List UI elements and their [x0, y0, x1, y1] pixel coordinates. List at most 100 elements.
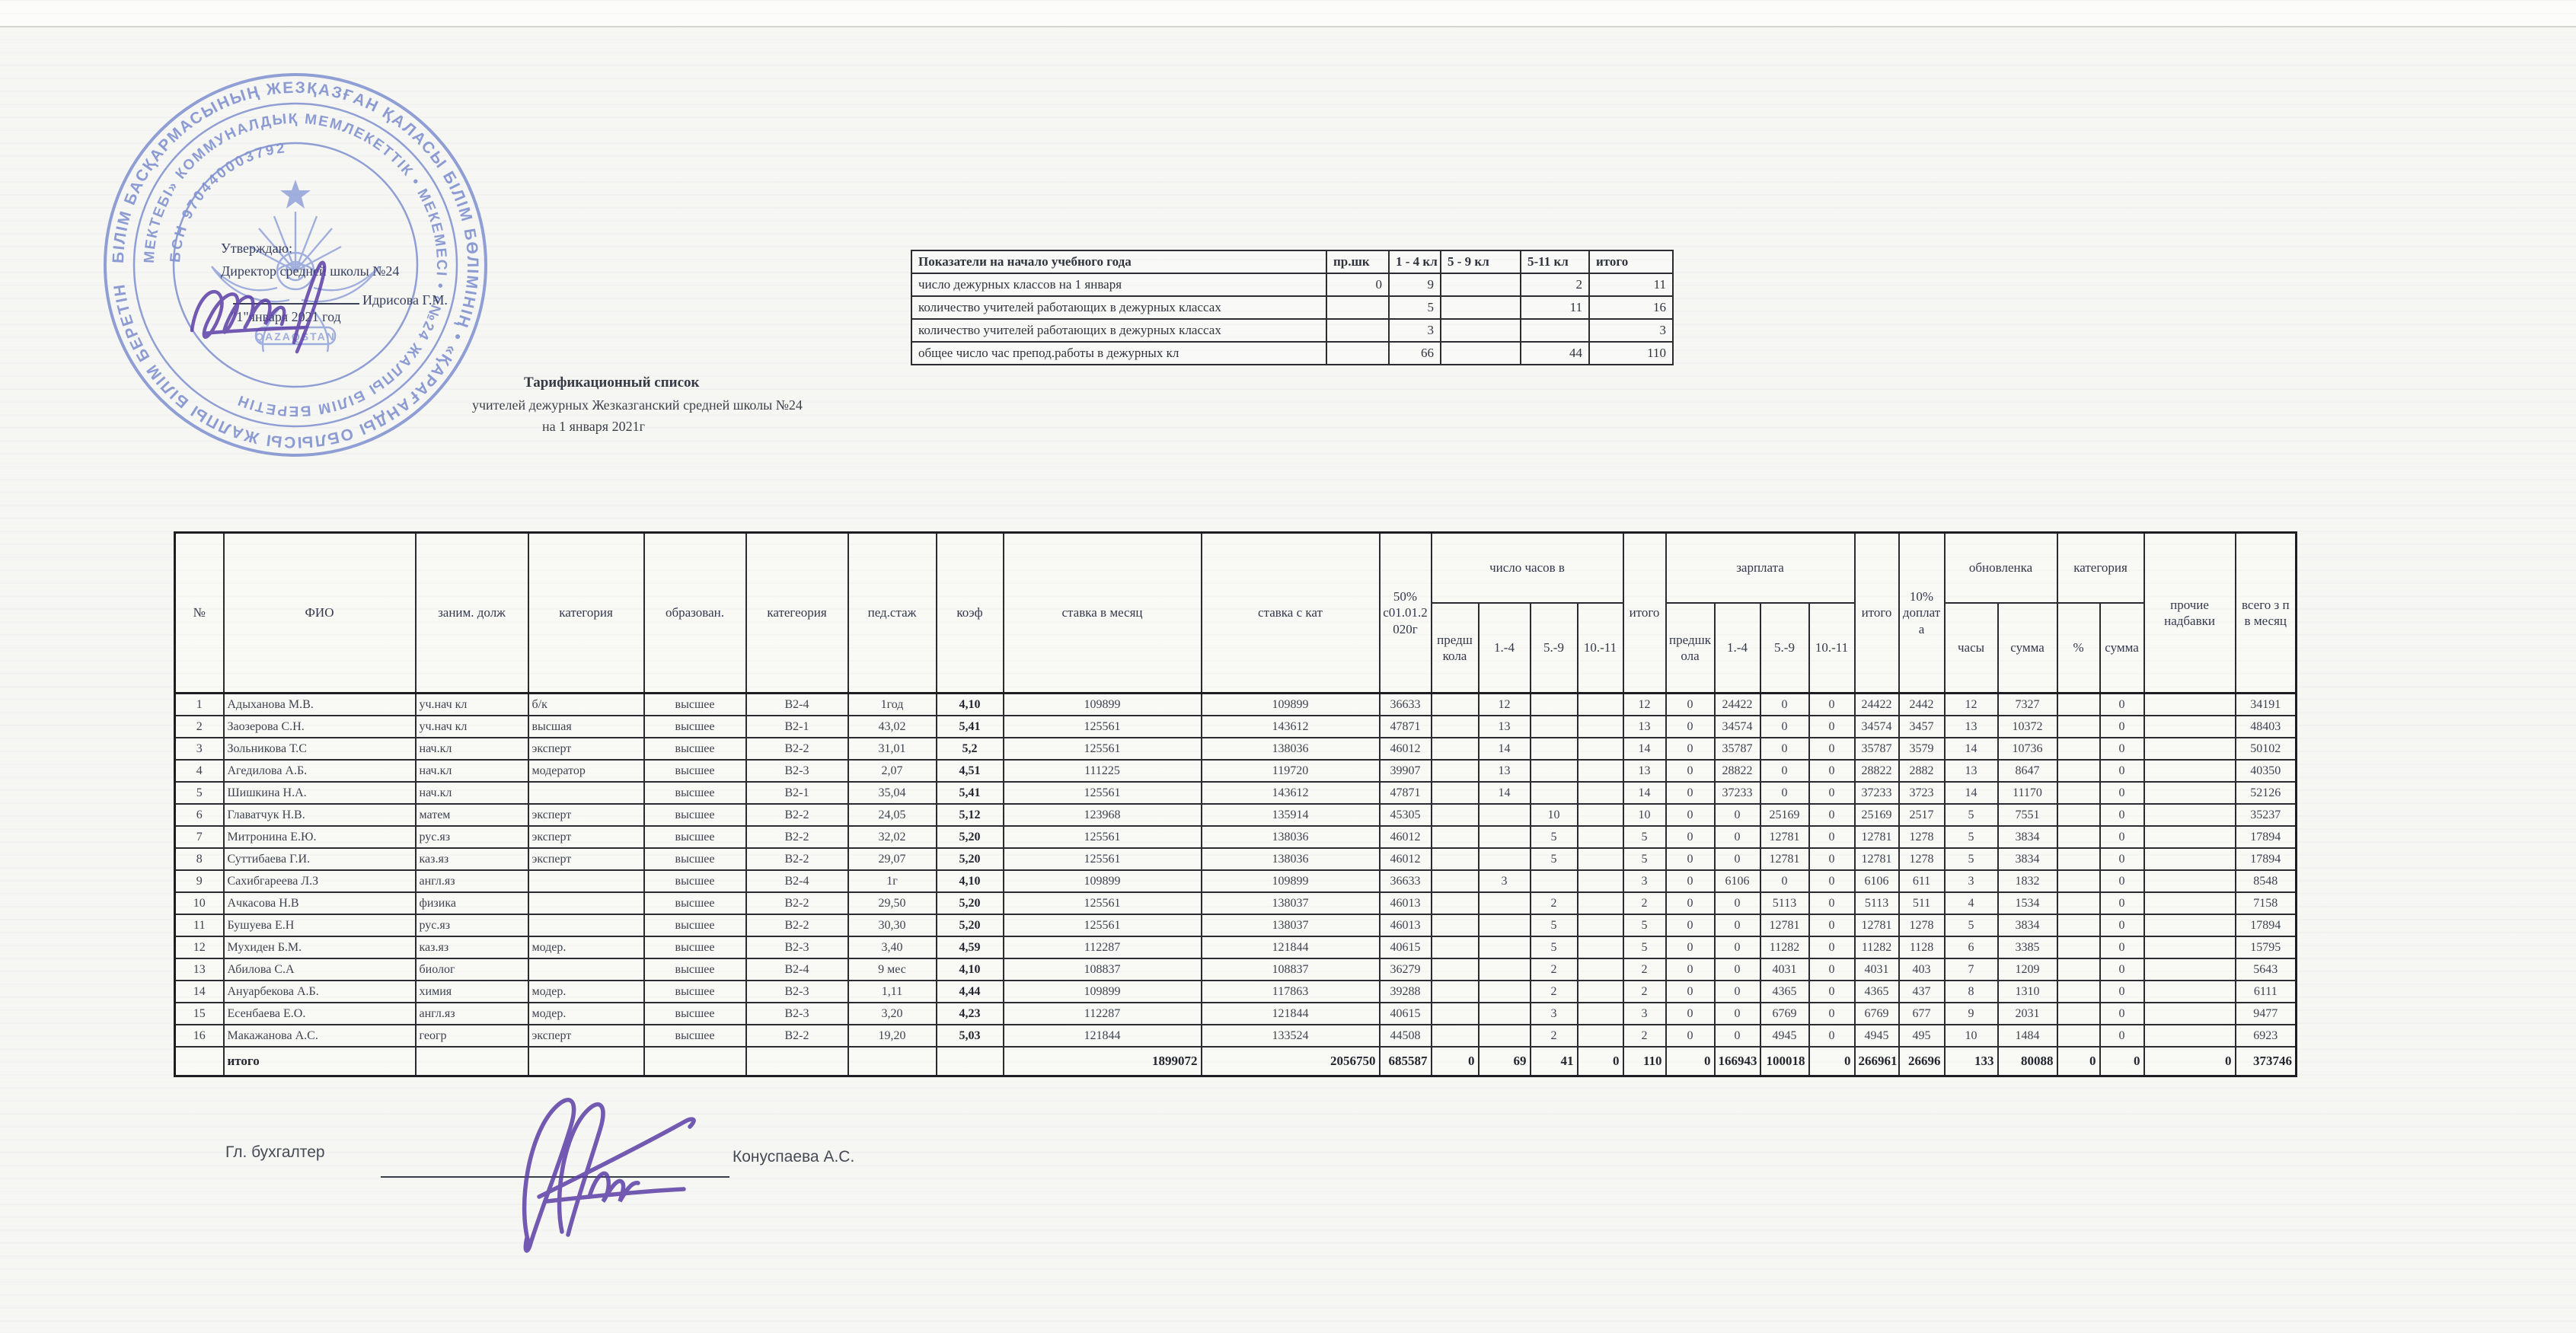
- table-cell: [1477, 847, 1531, 871]
- table-cell: 0: [1665, 980, 1716, 1003]
- col-obn-summa: сумма: [1997, 602, 2058, 694]
- table-cell: 7551: [1997, 803, 2058, 827]
- table-cell: [174, 1046, 225, 1077]
- table-cell: 0: [1665, 825, 1716, 849]
- table-cell: 2882: [1898, 759, 1946, 783]
- table-cell: [1576, 737, 1624, 761]
- table-cell: 40615: [1378, 936, 1432, 959]
- table-cell: химия: [414, 980, 529, 1003]
- table-cell: 3: [1622, 1002, 1667, 1025]
- table-cell: 0: [1665, 936, 1716, 959]
- table-cell: 34191: [2234, 692, 2297, 716]
- table-cell: [1430, 847, 1480, 871]
- table-cell: В2-2: [745, 891, 849, 915]
- table-cell: В2-1: [745, 715, 849, 738]
- table-cell: 36633: [1378, 869, 1432, 893]
- table-cell: [745, 1046, 849, 1077]
- summary-cell: [1440, 295, 1521, 320]
- table-cell: 5: [1943, 847, 1999, 871]
- table-cell: Макажанова А.С.: [222, 1024, 417, 1048]
- table-cell: 3: [1529, 1002, 1578, 1025]
- summary-cell: 44: [1520, 341, 1590, 365]
- table-cell: [1576, 980, 1624, 1003]
- table-cell: 0: [1713, 1024, 1761, 1048]
- table-cell: [2056, 891, 2101, 915]
- totals-row: итого 1899072 2056750 685587 0 69 41 0 110 0 16694…: [174, 1046, 2297, 1077]
- table-cell: 3,40: [847, 936, 937, 959]
- table-cell: 133: [1943, 1046, 1999, 1077]
- group-hours: число часов в: [1430, 531, 1624, 604]
- table-cell: 12781: [1853, 914, 1900, 937]
- col-obn-chasy: часы: [1943, 602, 1999, 694]
- table-cell: 0: [1808, 781, 1856, 805]
- summary-header-row: Показатели на начало учебного года пр.шк…: [911, 250, 1674, 274]
- table-cell: 4: [1943, 891, 1999, 915]
- table-cell: [2143, 958, 2236, 981]
- table-cell: [2143, 891, 2236, 915]
- table-cell: 0: [1808, 847, 1856, 871]
- table-cell: [1430, 958, 1480, 981]
- table-cell: 1278: [1898, 825, 1946, 849]
- table-cell: 2031: [1997, 1002, 2058, 1025]
- table-cell: 109899: [1002, 980, 1202, 1003]
- table-cell: 3834: [1997, 847, 2058, 871]
- table-cell: [1477, 825, 1531, 849]
- table-cell: [2056, 715, 2101, 738]
- table-cell: 50102: [2234, 737, 2297, 761]
- table-cell: б/к: [527, 692, 645, 716]
- table-cell: 143612: [1200, 781, 1381, 805]
- table-cell: 0: [1808, 891, 1856, 915]
- table-cell: [1430, 781, 1480, 805]
- table-cell: 0: [1808, 1046, 1856, 1077]
- table-cell: высшее: [643, 980, 747, 1003]
- table-cell: англ.яз: [414, 1002, 529, 1025]
- table-cell: 2: [1529, 958, 1578, 981]
- table-cell: 0: [1713, 825, 1761, 849]
- table-cell: модер.: [527, 1002, 645, 1025]
- table-cell: [2143, 737, 2236, 761]
- table-cell: 11282: [1759, 936, 1810, 959]
- table-cell: Мухиден Б.М.: [222, 936, 417, 959]
- table-cell: 125561: [1002, 781, 1202, 805]
- table-cell: 4945: [1853, 1024, 1900, 1048]
- table-cell: 8647: [1997, 759, 2058, 783]
- summary-header-5-11: 5-11 кл: [1520, 250, 1590, 274]
- teacher-row: 8 Суттибаева Г.И. каз.яз эксперт высшее В2-2 2…: [174, 847, 2297, 871]
- table-cell: [2143, 1024, 2236, 1048]
- table-cell: 11170: [1997, 781, 2058, 805]
- table-cell: 3834: [1997, 825, 2058, 849]
- table-cell: 7: [174, 825, 225, 849]
- table-cell: [1529, 759, 1578, 783]
- table-cell: 24422: [1853, 692, 1900, 716]
- table-cell: 41: [1529, 1046, 1578, 1077]
- table-cell: 2: [1622, 891, 1667, 915]
- table-cell: 4365: [1759, 980, 1810, 1003]
- table-cell: 46013: [1378, 891, 1432, 915]
- table-cell: каз.яз: [414, 847, 529, 871]
- table-cell: 4945: [1759, 1024, 1810, 1048]
- table-cell: 13: [174, 958, 225, 981]
- teacher-row: 15 Есенбаева Е.О. англ.яз модер. высшее В2-3 3…: [174, 1002, 2297, 1025]
- table-cell: [1430, 914, 1480, 937]
- table-cell: 123968: [1002, 803, 1202, 827]
- table-cell: 10: [1622, 803, 1667, 827]
- summary-cell: 11: [1520, 295, 1590, 320]
- table-cell: 37233: [1713, 781, 1761, 805]
- director-name: Идрисова Г.М.: [362, 292, 448, 308]
- table-cell: [1430, 1002, 1480, 1025]
- table-cell: 0: [1759, 869, 1810, 893]
- table-cell: 11282: [1853, 936, 1900, 959]
- table-cell: 36279: [1378, 958, 1432, 981]
- col-koef: коэф: [935, 531, 1004, 694]
- document-title: Тарификационный список: [524, 375, 700, 391]
- col-doplata: 10% доплата: [1898, 531, 1946, 694]
- col-zp-1-4: 1.-4: [1713, 602, 1761, 694]
- director-signature-line: Идрисова Г.М.: [233, 292, 448, 308]
- table-cell: 5: [1943, 825, 1999, 849]
- table-cell: 5: [1529, 847, 1578, 871]
- table-cell: [1529, 715, 1578, 738]
- table-cell: высшее: [643, 692, 747, 716]
- table-cell: высшее: [643, 781, 747, 805]
- table-cell: 0: [1808, 692, 1856, 716]
- school-round-stamp: БІЛІМ БАСҚАРМАСЫНЫҢ ЖЕЗҚАЗҒАН ҚАЛАСЫ БІЛ…: [97, 67, 493, 463]
